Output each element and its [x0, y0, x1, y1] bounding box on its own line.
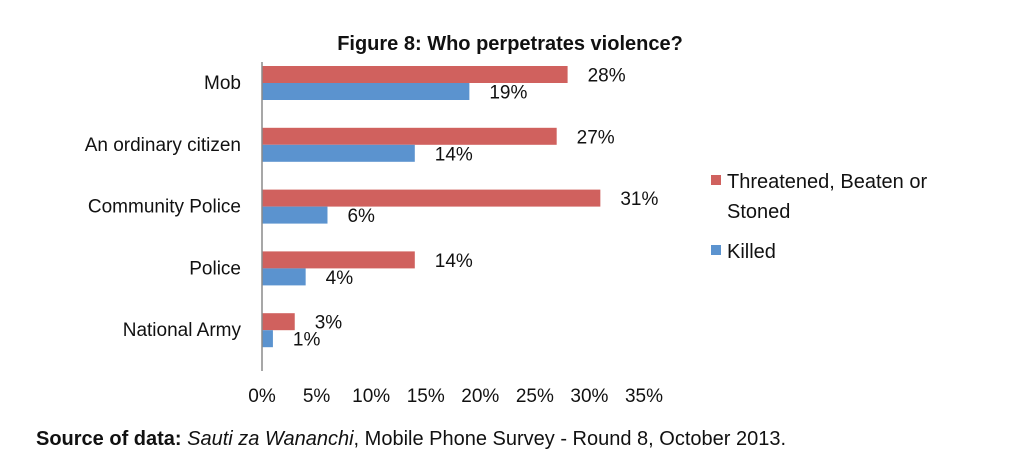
source-label: Source of data: [36, 428, 182, 450]
x-tick-label: 35% [625, 386, 663, 407]
category-labels: Mob An ordinary citizen Community Police Po… [85, 73, 242, 341]
bar-threatened [262, 189, 601, 207]
category-label: National Army [123, 320, 242, 341]
category-label: An ordinary citizen [85, 135, 241, 156]
bar-threatened [262, 66, 568, 83]
bar-threatened [262, 251, 415, 269]
bar-threatened [262, 127, 557, 145]
bar-killed [262, 144, 415, 162]
x-tick-label: 20% [461, 386, 499, 407]
data-label: 14% [435, 144, 473, 165]
data-label: 6% [347, 206, 375, 227]
source-details: , Mobile Phone Survey - Round 8, October… [353, 428, 787, 450]
chart-title: Figure 8: Who perpetrates violence? [337, 33, 683, 55]
data-label: 27% [577, 127, 615, 148]
bar-threatened [262, 313, 295, 331]
legend-label: Threatened, Beaten or [727, 171, 927, 193]
bar-chart: Figure 8: Who perpetrates violence? Mob A… [85, 33, 928, 407]
data-label: 1% [293, 330, 321, 351]
legend-swatch-killed [711, 245, 721, 255]
x-tick-label: 25% [516, 386, 554, 407]
data-label: 31% [620, 189, 658, 210]
bar-killed [262, 330, 273, 348]
x-axis-ticks: 0% 5% 10% 15% 20% 25% 30% 35% [248, 386, 663, 407]
x-tick-label: 0% [248, 386, 276, 407]
legend-label: Stoned [727, 201, 790, 223]
data-label: 14% [435, 251, 473, 272]
legend-swatch-threatened [711, 175, 721, 185]
legend-label: Killed [727, 241, 776, 263]
bars-layer [262, 66, 601, 348]
data-label: 3% [315, 313, 343, 334]
data-label: 19% [489, 83, 527, 104]
x-tick-label: 15% [407, 386, 445, 407]
category-label: Police [189, 258, 241, 279]
category-label: Community Police [88, 197, 241, 218]
data-label: 4% [326, 268, 354, 289]
data-labels: 28% 19% 27% 14% 31% 6% 14% 4% 3%1% [293, 66, 659, 351]
source-name: Sauti za Wananchi [187, 428, 354, 450]
x-tick-label: 30% [570, 386, 608, 407]
bar-killed [262, 268, 306, 286]
x-tick-label: 5% [303, 386, 331, 407]
bar-killed [262, 83, 470, 100]
x-tick-label: 10% [352, 386, 390, 407]
legend: Threatened, Beaten or Stoned Killed [711, 171, 927, 263]
category-label: Mob [204, 73, 241, 94]
bar-killed [262, 206, 328, 224]
source-note: Source of data: Sauti za Wananchi, Mobil… [36, 428, 786, 451]
data-label: 28% [588, 66, 626, 87]
